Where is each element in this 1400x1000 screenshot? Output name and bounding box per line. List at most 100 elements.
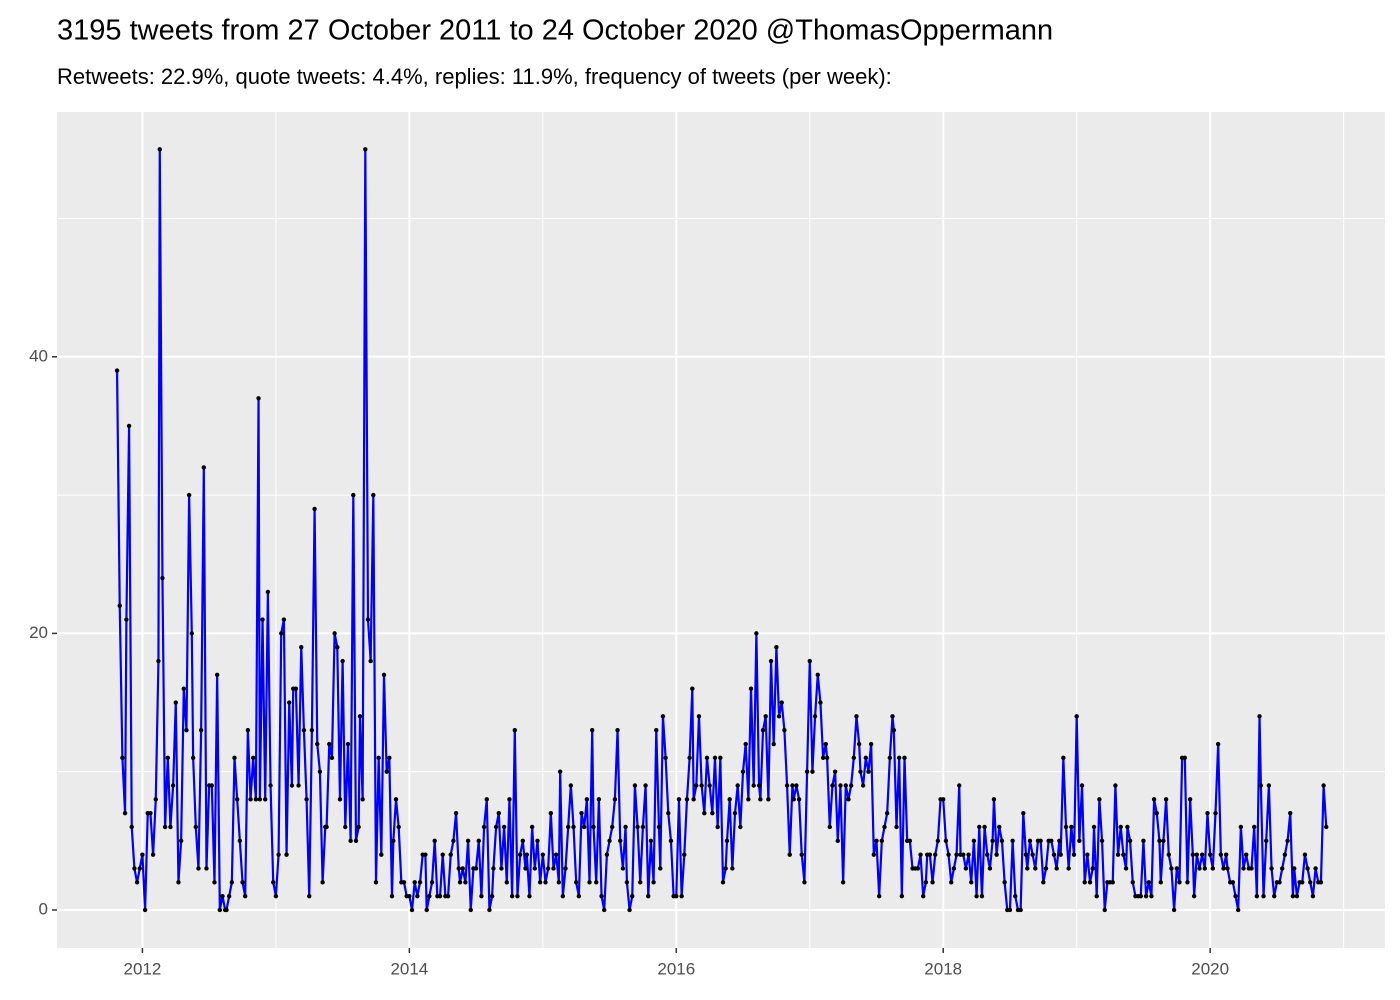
data-point: [137, 866, 142, 871]
data-point: [229, 880, 235, 885]
data-point: [854, 714, 859, 719]
data-point: [933, 852, 938, 857]
data-point: [756, 783, 762, 788]
data-point: [890, 714, 895, 719]
data-point: [1210, 866, 1216, 871]
data-point: [220, 893, 225, 899]
data-point: [445, 893, 451, 899]
data-point: [287, 700, 292, 705]
data-point: [465, 838, 471, 844]
data-point: [902, 755, 907, 761]
data-point: [799, 852, 804, 857]
data-point: [1194, 852, 1200, 857]
data-point: [804, 769, 810, 774]
data-point: [1213, 810, 1218, 816]
data-point: [196, 866, 201, 871]
data-point: [766, 797, 771, 802]
data-point: [794, 783, 799, 788]
data-point: [232, 755, 237, 761]
data-point: [496, 810, 501, 816]
data-point: [723, 866, 728, 871]
data-point: [863, 755, 869, 761]
data-point: [214, 672, 220, 678]
data-point: [751, 783, 756, 788]
data-point: [1221, 866, 1226, 871]
data-point: [1023, 852, 1029, 857]
data-point: [523, 866, 528, 871]
data-point: [178, 838, 184, 844]
data-point: [517, 852, 523, 857]
data-point: [699, 783, 704, 788]
data-point: [835, 838, 840, 844]
data-point: [1225, 866, 1230, 871]
data-point: [307, 893, 312, 899]
data-point: [1007, 907, 1013, 913]
data-point: [1027, 838, 1033, 844]
data-point: [1146, 880, 1151, 885]
data-point: [409, 907, 415, 913]
data-point: [337, 797, 343, 802]
data-point: [499, 866, 504, 871]
data-point: [1099, 838, 1105, 844]
data-point: [896, 755, 902, 761]
data-point: [684, 797, 690, 802]
data-point: [1294, 893, 1300, 899]
data-point: [551, 866, 556, 871]
data-point: [1138, 893, 1143, 899]
data-point: [379, 852, 384, 857]
data-point: [607, 838, 612, 844]
data-point: [1308, 880, 1313, 885]
data-point: [190, 755, 196, 761]
data-point: [289, 783, 295, 788]
data-point: [727, 797, 732, 802]
data-point: [971, 838, 977, 844]
data-point: [718, 755, 723, 761]
data-point: [963, 866, 969, 871]
data-point: [891, 727, 897, 733]
data-point: [1230, 880, 1236, 885]
data-point: [457, 880, 463, 885]
data-point: [715, 824, 720, 830]
data-point: [265, 589, 271, 595]
data-point: [966, 852, 971, 857]
data-point: [1292, 866, 1297, 871]
data-point: [309, 727, 315, 733]
data-point: [304, 797, 309, 802]
data-point: [796, 797, 802, 802]
data-point: [907, 838, 913, 844]
data-point: [186, 492, 192, 498]
data-point: [1258, 783, 1264, 788]
data-point: [1121, 852, 1126, 857]
data-point: [257, 797, 263, 802]
data-point: [1313, 866, 1318, 871]
data-point: [268, 783, 273, 788]
data-point: [640, 824, 646, 830]
data-point: [1097, 797, 1102, 802]
data-point: [168, 824, 173, 830]
data-point: [949, 880, 954, 885]
data-point: [129, 824, 134, 830]
data-point: [999, 838, 1005, 844]
data-point: [779, 700, 784, 705]
data-point: [1272, 893, 1277, 899]
data-point: [560, 893, 566, 899]
data-point: [117, 603, 122, 608]
data-point: [327, 741, 332, 747]
data-point: [1215, 741, 1221, 747]
x-tick-label: 2012: [124, 959, 162, 978]
data-point: [954, 852, 959, 857]
data-point: [1041, 880, 1046, 885]
data-point: [1266, 783, 1272, 788]
data-point: [823, 741, 828, 747]
data-point: [1207, 852, 1213, 857]
data-point: [1082, 880, 1087, 885]
data-point: [1223, 852, 1229, 857]
data-point: [437, 893, 443, 899]
data-point: [556, 880, 562, 885]
data-point: [856, 741, 862, 747]
data-point: [1199, 852, 1205, 857]
data-point: [818, 700, 823, 705]
data-point: [748, 686, 754, 691]
data-point: [563, 866, 568, 871]
data-point: [520, 838, 526, 844]
